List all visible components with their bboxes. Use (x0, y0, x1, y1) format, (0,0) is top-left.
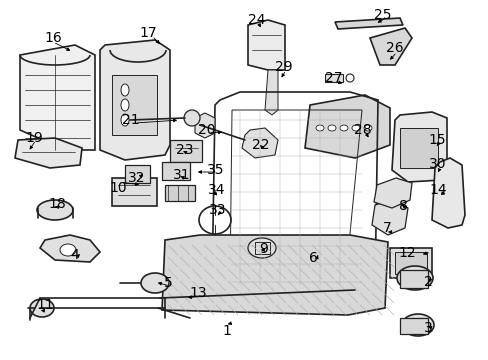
Text: 2: 2 (423, 275, 431, 289)
Text: 25: 25 (373, 8, 391, 22)
Text: 11: 11 (36, 298, 54, 312)
Ellipse shape (315, 125, 324, 131)
Bar (112, 178, 157, 206)
Text: 5: 5 (163, 276, 172, 290)
Text: 24: 24 (248, 13, 265, 27)
Ellipse shape (247, 238, 275, 258)
Polygon shape (431, 158, 464, 228)
Ellipse shape (339, 125, 347, 131)
Text: 29: 29 (275, 60, 292, 74)
Text: 6: 6 (308, 251, 317, 265)
Text: 15: 15 (427, 133, 445, 147)
Polygon shape (162, 235, 387, 315)
Ellipse shape (327, 125, 335, 131)
Ellipse shape (346, 74, 353, 82)
Text: 28: 28 (353, 123, 371, 137)
Text: 12: 12 (397, 246, 415, 260)
Text: 26: 26 (386, 41, 403, 55)
Bar (164, 185, 195, 201)
Bar (125, 165, 150, 183)
Polygon shape (305, 95, 389, 158)
Ellipse shape (183, 110, 200, 126)
Ellipse shape (30, 299, 54, 317)
Polygon shape (247, 20, 285, 70)
Text: 3: 3 (423, 321, 431, 335)
Polygon shape (371, 200, 407, 235)
Bar (394, 252, 426, 274)
Ellipse shape (121, 114, 129, 126)
Polygon shape (40, 235, 100, 262)
Polygon shape (20, 45, 95, 150)
Text: 7: 7 (382, 221, 390, 235)
Bar (170, 140, 202, 162)
Ellipse shape (141, 273, 169, 293)
Ellipse shape (401, 314, 433, 336)
Polygon shape (334, 18, 402, 29)
Bar (389, 248, 431, 278)
Text: 13: 13 (189, 286, 206, 300)
Text: 17: 17 (139, 26, 157, 40)
Ellipse shape (121, 99, 129, 111)
Polygon shape (373, 178, 411, 208)
Polygon shape (242, 128, 278, 158)
Text: 34: 34 (208, 183, 225, 197)
Text: 33: 33 (209, 203, 226, 217)
Text: 21: 21 (122, 113, 140, 127)
Text: 18: 18 (48, 197, 66, 211)
Text: 27: 27 (325, 71, 342, 85)
Text: 32: 32 (128, 171, 145, 185)
Ellipse shape (363, 125, 371, 131)
Text: 4: 4 (70, 248, 79, 262)
Polygon shape (195, 113, 215, 138)
Bar (162, 162, 190, 180)
Ellipse shape (60, 244, 76, 256)
Text: 9: 9 (259, 242, 268, 256)
Text: 8: 8 (398, 199, 407, 213)
Bar (399, 318, 427, 334)
Text: 20: 20 (198, 123, 215, 137)
Polygon shape (391, 112, 446, 182)
Ellipse shape (121, 84, 129, 96)
Polygon shape (100, 40, 170, 160)
Polygon shape (264, 70, 278, 115)
Text: 31: 31 (173, 168, 190, 182)
Polygon shape (369, 28, 411, 65)
Text: 35: 35 (207, 163, 224, 177)
Polygon shape (15, 138, 82, 168)
Ellipse shape (37, 200, 73, 220)
Text: 22: 22 (252, 138, 269, 152)
Bar (254, 242, 269, 254)
Text: 19: 19 (25, 131, 43, 145)
Text: 1: 1 (222, 324, 231, 338)
Text: 23: 23 (176, 143, 193, 157)
Text: 10: 10 (109, 181, 126, 195)
Ellipse shape (396, 266, 432, 290)
Bar (399, 270, 427, 288)
Bar (325, 74, 342, 82)
Text: 14: 14 (428, 183, 446, 197)
Text: 30: 30 (428, 157, 446, 171)
Ellipse shape (351, 125, 359, 131)
Bar (399, 128, 437, 168)
Bar (112, 75, 157, 135)
Text: 16: 16 (44, 31, 62, 45)
